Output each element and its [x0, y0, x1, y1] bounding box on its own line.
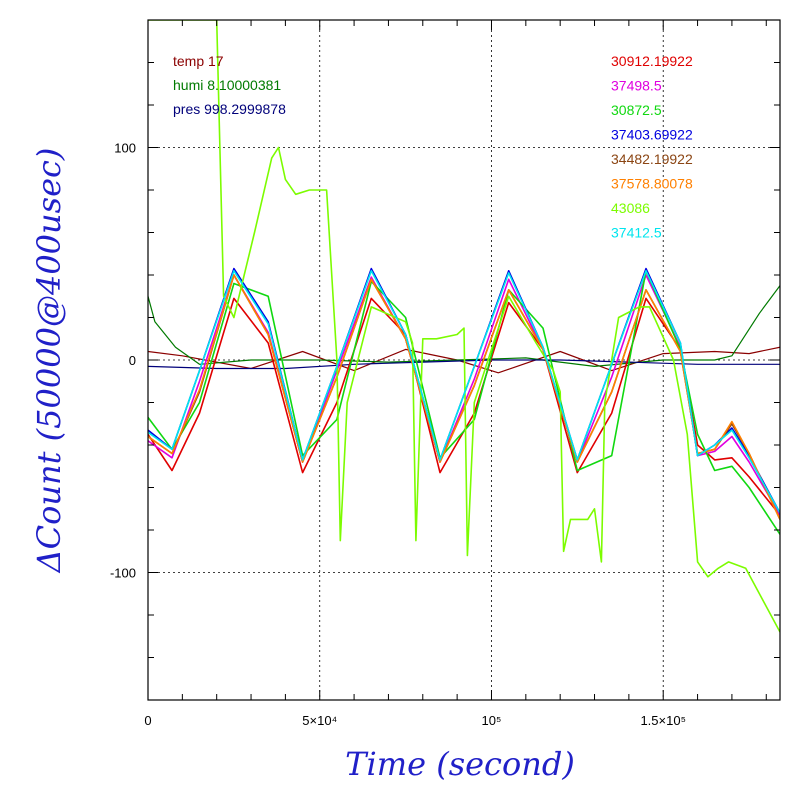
env-legend-item-1: humi 8.10000381	[173, 77, 281, 93]
x-tick-label-2: 10⁵	[482, 713, 502, 728]
series-legend-item-1: 37498.5	[611, 78, 662, 94]
series-legend-item-4: 34482.19922	[611, 151, 693, 167]
series-line-37412-5	[148, 269, 780, 514]
x-tick-label-3: 1.5×10⁵	[640, 713, 686, 728]
series-legend-item-7: 37412.5	[611, 225, 662, 241]
series-line-37578-80078	[148, 274, 780, 520]
series-legend-item-3: 37403.69922	[611, 127, 693, 143]
series-line-43086	[148, 20, 780, 633]
y-axis-title: ΔCount (50000@400usec)	[30, 148, 68, 575]
x-tick-label-0: 0	[144, 713, 151, 728]
env-legend-item-2: pres 998.2999878	[173, 101, 286, 117]
x-tick-label-1: 5×10⁴	[302, 713, 337, 728]
series-line-34482-19922	[148, 274, 780, 520]
series-layer	[148, 20, 780, 633]
axis-ticks	[147, 19, 780, 701]
series-line-humi	[148, 285, 780, 367]
series-line-pres	[148, 359, 780, 370]
series-line-30872-5	[148, 269, 780, 535]
y-tick-label-0: 100	[114, 141, 136, 156]
series-legend-item-5: 37578.80078	[611, 176, 693, 192]
series-line-temp	[148, 346, 780, 374]
y-tick-label-1: 0	[129, 353, 136, 368]
tick-labels: 0 5×10⁴ 10⁵ 1.5×10⁵ 100 0 -100	[110, 141, 686, 729]
y-tick-label-2: -100	[110, 566, 136, 581]
series-legend: 30912.19922 37498.5 30872.5 37403.69922 3448…	[611, 53, 693, 241]
x-axis-title: Time (second)	[345, 745, 575, 783]
series-legend-item-0: 30912.19922	[611, 53, 693, 69]
env-legend: temp 17 humi 8.10000381 pres 998.2999878	[173, 53, 286, 117]
env-legend-item-0: temp 17	[173, 53, 224, 69]
series-legend-item-6: 43086	[611, 200, 650, 216]
series-line-37403-69922	[148, 267, 780, 514]
series-legend-item-2: 30872.5	[611, 102, 662, 118]
